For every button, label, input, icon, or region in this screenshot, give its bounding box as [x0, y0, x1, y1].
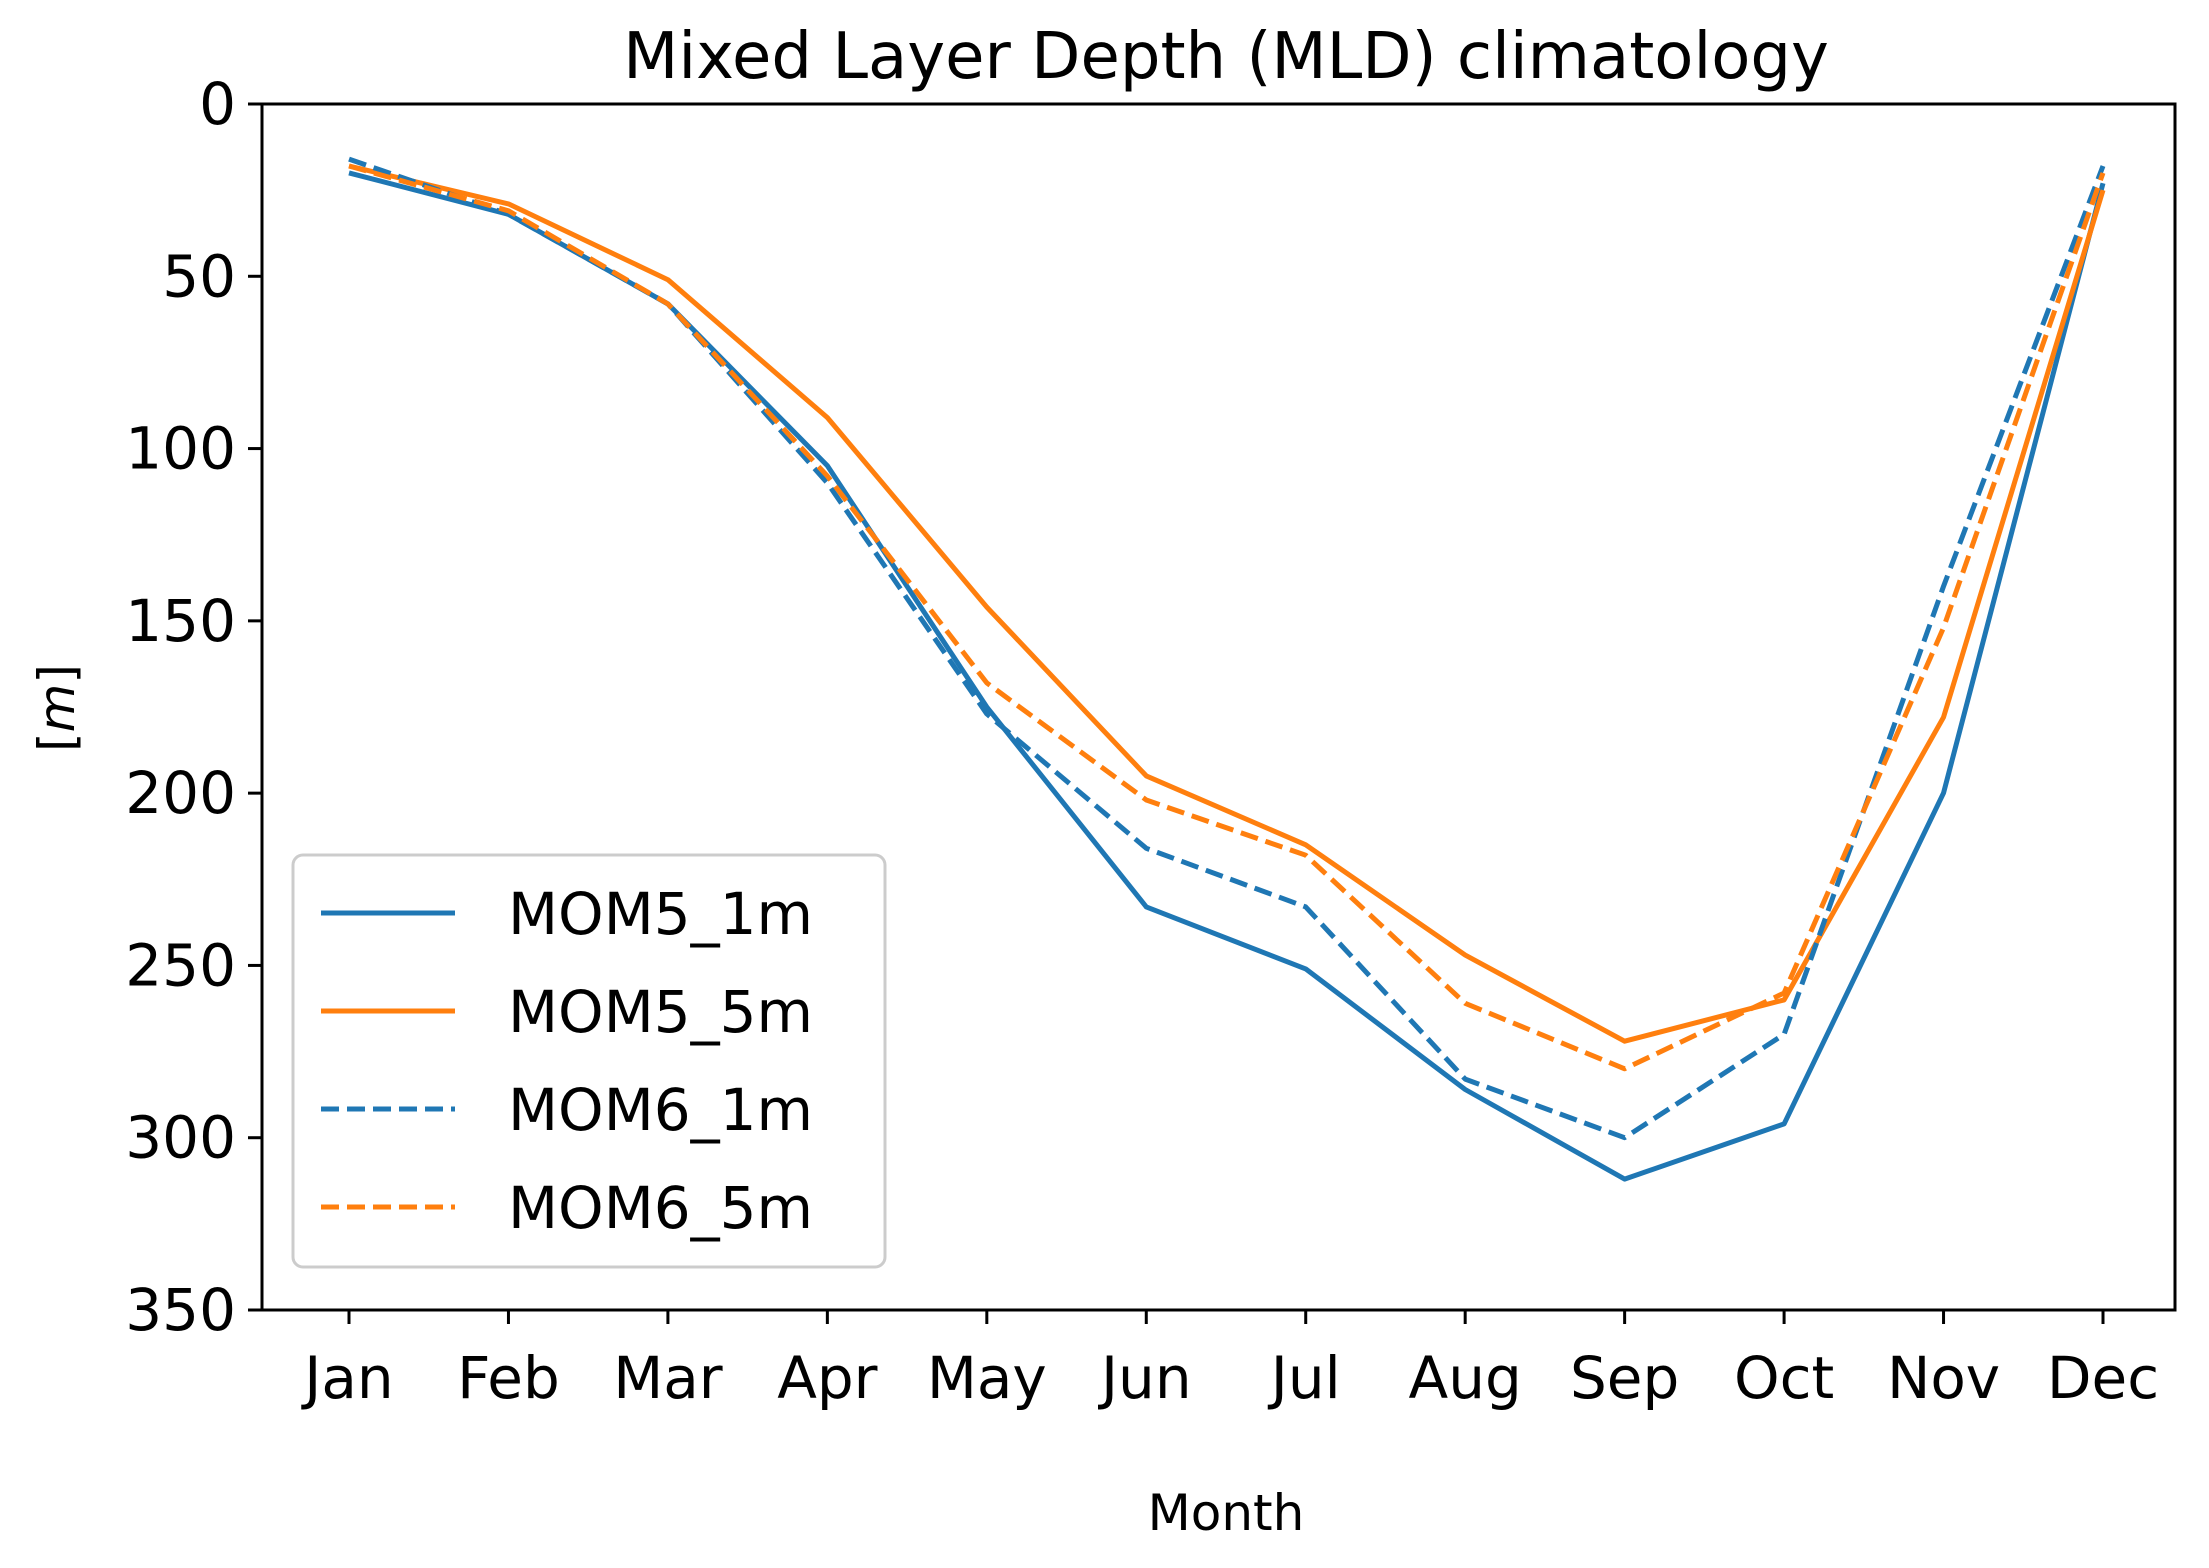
x-tick-label: May	[927, 1344, 1047, 1412]
legend-label: MOM5_1m	[508, 880, 813, 948]
legend-label: MOM6_5m	[508, 1174, 813, 1242]
y-axis-label-prefix: [	[28, 732, 86, 752]
x-tick-label: Aug	[1409, 1344, 1522, 1412]
x-tick-label: Jul	[1268, 1344, 1341, 1412]
x-tick-label: Dec	[2047, 1344, 2159, 1412]
x-tick-label: Oct	[1734, 1344, 1834, 1412]
x-tick-label: Jan	[301, 1344, 393, 1412]
y-axis-label-suffix: ]	[28, 664, 86, 684]
y-tick-label: 0	[199, 70, 236, 138]
x-tick-label: Mar	[613, 1344, 723, 1412]
plot-area	[348, 156, 2106, 1182]
x-tick-label: Sep	[1570, 1344, 1679, 1412]
y-axis-label-unit: m	[28, 684, 86, 733]
y-axis: 0 50 100 150 200 250 300 350	[125, 70, 262, 1344]
legend-label: MOM6_1m	[508, 1076, 813, 1144]
y-tick-label: 150	[125, 587, 236, 655]
x-tick-label: Nov	[1887, 1344, 2000, 1412]
x-tick-label: Jun	[1098, 1344, 1192, 1412]
x-tick-label: Feb	[457, 1344, 560, 1412]
chart-title: Mixed Layer Depth (MLD) climatology	[623, 20, 1829, 94]
series-line-mom6-5m	[348, 163, 2106, 1072]
y-tick-label: 350	[125, 1276, 236, 1344]
x-axis: Jan Feb Mar Apr May Jun Jul Aug Sep Oct Nov Dec	[301, 1310, 2159, 1412]
y-tick-label: 100	[125, 415, 236, 483]
y-tick-label: 300	[125, 1104, 236, 1172]
x-axis-label: Month	[1148, 1484, 1305, 1542]
legend: MOM5_1m MOM5_5m MOM6_1m MOM6_5m	[291, 853, 887, 1269]
y-tick-label: 200	[125, 759, 236, 827]
y-tick-label: 50	[162, 242, 236, 310]
y-axis-label: [m]	[28, 664, 86, 752]
legend-label: MOM5_5m	[508, 978, 813, 1046]
y-tick-label: 250	[125, 931, 236, 999]
axes-frame	[260, 102, 2177, 1312]
legend-box	[291, 853, 887, 1269]
x-tick-label: Apr	[777, 1344, 877, 1412]
